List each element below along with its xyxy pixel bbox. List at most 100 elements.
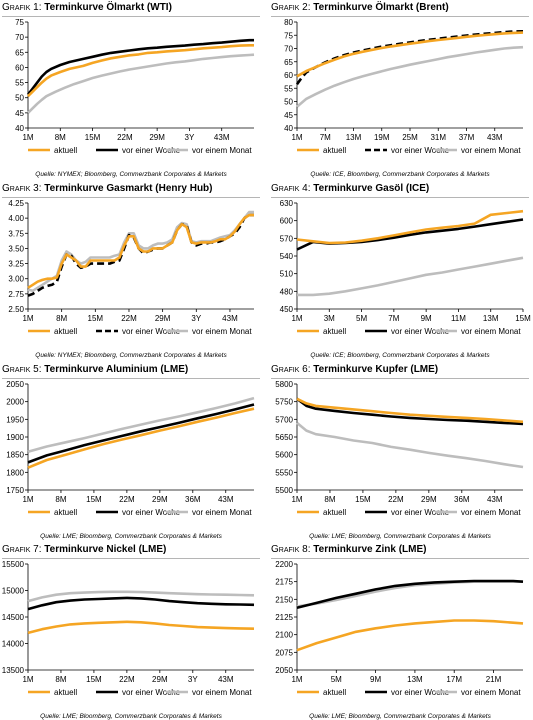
chart-source-6: Quelle: LME; Bloomberg, Commerzbank Corp… (309, 533, 491, 540)
x-tick-label: 36M (185, 495, 201, 504)
chart-title-text-8: Terminkurve Zink (LME) (313, 544, 427, 555)
series-line-vor-woche (27, 403, 255, 464)
y-tick-label: 510 (280, 270, 294, 279)
series-line-aktuell (27, 43, 254, 98)
x-tick-label: 7M (320, 133, 331, 142)
y-tick-label: 3.00 (8, 275, 24, 284)
legend-label: vor einer Woche (391, 327, 450, 336)
y-tick-label: 45 (284, 111, 293, 120)
y-tick-label: 2050 (6, 380, 24, 389)
y-tick-label: 75 (15, 18, 24, 27)
x-tick-label: 22M (388, 495, 404, 504)
x-tick-label: 3Y (185, 133, 195, 142)
y-tick-label: 2125 (275, 613, 293, 622)
y-tick-label: 5650 (275, 433, 293, 442)
chart-source-4: Quelle: ICE; Bloomberg, Commerzbank Corp… (310, 352, 490, 359)
x-tick-label: 15M (355, 495, 371, 504)
chart-svg-6: 5500 5550 5600 5650 5700 5750 5800 1M 8M 15M 22M 29… (275, 380, 524, 517)
chart-title-text-1: Terminkurve Ölmarkt (WTI) (44, 2, 172, 13)
y-tick-label: 55 (284, 84, 293, 93)
y-tick-label: 630 (280, 199, 294, 208)
x-tick-label: 43M (214, 133, 230, 142)
legend-label: vor einem Monat (461, 508, 521, 517)
chart-panel-7: Grafik 7: Terminkurve Nickel (LME) 13500… (0, 542, 262, 720)
x-tick-label: 1M (291, 495, 302, 504)
chart-prefix-8: Grafik 8: (271, 544, 311, 555)
y-tick-label: 2075 (275, 648, 293, 657)
chart-source-8: Quelle: LME; Bloomberg, Commerzbank Corp… (309, 713, 491, 720)
chart-source-2: Quelle: ICE, Bloomberg, Commerzbank Corp… (310, 171, 490, 178)
chart-title-4: Grafik 4: Terminkurve Gasöl (ICE) (271, 183, 529, 198)
x-tick-label: 1M (22, 133, 33, 142)
x-tick-label: 17M (446, 675, 462, 684)
series-line-vor-monat (296, 421, 524, 469)
y-tick-label: 1900 (6, 433, 24, 442)
chart-title-1: Grafik 1: Terminkurve Ölmarkt (WTI) (2, 2, 260, 17)
y-tick-label: 480 (280, 287, 294, 296)
y-tick-label: 5750 (275, 398, 293, 407)
chart-prefix-3: Grafik 3: (2, 183, 42, 194)
chart-title-text-3: Terminkurve Gasmarkt (Henry Hub) (44, 183, 213, 194)
y-tick-label: 40 (15, 124, 24, 133)
y-tick-label: 40 (284, 124, 293, 133)
x-tick-label: 22M (119, 675, 135, 684)
series-line-vor-monat (27, 210, 254, 293)
x-tick-label: 1M (22, 675, 33, 684)
y-tick-label: 75 (284, 31, 293, 40)
legend-label: vor einer Woche (122, 508, 181, 517)
y-tick-label: 4.00 (8, 214, 24, 223)
x-tick-label: 15M (85, 133, 101, 142)
x-tick-label: 22M (119, 495, 135, 504)
chart-title-text-5: Terminkurve Aluminium (LME) (44, 364, 189, 375)
legend-label: aktuell (323, 508, 346, 517)
y-tick-label: 540 (280, 252, 294, 261)
x-tick-label: 8M (55, 495, 66, 504)
chart-source-3: Quelle: NYMEX; Bloomberg, Commerzbank Co… (35, 352, 227, 359)
legend-label: aktuell (323, 688, 346, 697)
y-tick-label: 3.75 (8, 229, 24, 238)
y-tick-label: 2000 (6, 398, 24, 407)
y-tick-label: 5500 (275, 486, 293, 495)
y-tick-label: 450 (280, 305, 294, 314)
y-tick-label: 2.75 (8, 290, 24, 299)
chart-svg-3: 2.50 2.75 3.00 3.25 3.50 3.75 4.00 4.25 1M 8M 15M 2… (8, 199, 254, 336)
legend-label: vor einem Monat (192, 327, 252, 336)
legend-label: vor einer Woche (122, 688, 181, 697)
chart-svg-7: 13500 14000 14500 15000 15500 1M 8M 15M 22M 29M 3Y… (2, 560, 255, 697)
x-tick-label: 15M (86, 675, 102, 684)
x-tick-label: 22M (117, 133, 133, 142)
x-tick-label: 15M (86, 495, 102, 504)
x-tick-label: 29M (152, 675, 168, 684)
series-line-vor-woche (27, 213, 254, 297)
y-tick-label: 5550 (275, 468, 293, 477)
x-tick-label: 8M (55, 675, 66, 684)
y-tick-label: 70 (15, 33, 24, 42)
chart-title-text-7: Terminkurve Nickel (LME) (44, 544, 167, 555)
series-line-vor-woche (296, 397, 524, 426)
y-tick-label: 50 (284, 98, 293, 107)
chart-title-text-2: Terminkurve Ölmarkt (Brent) (313, 2, 449, 13)
x-tick-label: 5M (356, 314, 367, 323)
series-line-aktuell (296, 619, 524, 652)
series-line-vor-monat (296, 45, 524, 108)
y-tick-label: 70 (284, 45, 293, 54)
x-tick-label: 31M (430, 133, 446, 142)
x-tick-label: 9M (370, 675, 381, 684)
series-line-aktuell (296, 31, 524, 78)
y-tick-label: 2050 (275, 666, 293, 675)
y-tick-label: 3.50 (8, 244, 24, 253)
x-tick-label: 1M (22, 314, 33, 323)
series-line-aktuell (27, 407, 255, 469)
chart-source-5: Quelle: LME; Bloomberg, Commerzbank Corp… (40, 533, 222, 540)
x-tick-label: 8M (56, 314, 67, 323)
x-tick-label: 29M (421, 495, 437, 504)
x-tick-label: 5M (331, 675, 342, 684)
y-tick-label: 60 (15, 63, 24, 72)
y-tick-label: 15000 (2, 587, 25, 596)
series-line-aktuell (296, 397, 524, 424)
series-line-vor-woche (27, 596, 255, 611)
x-tick-label: 43M (218, 495, 234, 504)
chart-source-7: Quelle: LME; Bloomberg, Commerzbank Corp… (40, 713, 222, 720)
y-tick-label: 4.25 (8, 199, 24, 208)
chart-panel-4: Grafik 4: Terminkurve Gasöl (ICE) 450 480… (269, 181, 531, 359)
